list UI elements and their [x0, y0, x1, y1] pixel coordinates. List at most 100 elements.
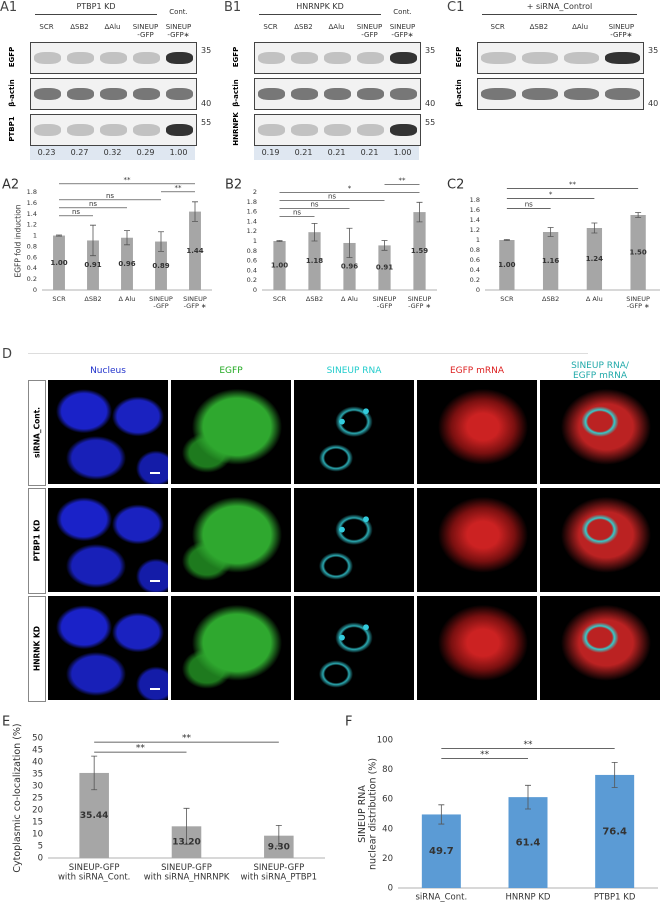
y-tick-label: 0.4	[27, 264, 37, 272]
blot-row	[254, 114, 421, 146]
size-marker: 40	[648, 99, 659, 108]
bar	[121, 237, 133, 290]
row-label: EGFP	[455, 46, 463, 68]
y-tick-label: 1.2	[27, 221, 37, 229]
cell-label: h)	[294, 488, 311, 507]
y-tick-label: 5	[38, 842, 43, 852]
micrograph: h)	[294, 488, 414, 592]
x-tick-label: Δ Alu	[341, 295, 358, 303]
x-tick-label: HNRNP KD	[506, 893, 551, 903]
y-tick-label: 0.2	[27, 275, 37, 283]
lane-label: ΔSB2	[294, 23, 313, 31]
lane-label: ΔSB2	[70, 23, 89, 31]
y-tick-label: 25	[32, 794, 43, 804]
cell-label: j)	[540, 488, 551, 507]
micrograph: o)	[540, 596, 660, 700]
size-marker: 35	[425, 46, 436, 55]
y-tick-label: 45	[32, 746, 43, 756]
y-tick-label: 1.6	[247, 208, 257, 216]
scale-bar	[150, 472, 160, 474]
y-tick-label: 0	[33, 286, 37, 294]
quant-value: 0.29	[136, 148, 155, 157]
bar	[421, 814, 461, 888]
x-tick-label: Δ Alu	[586, 295, 603, 303]
quant-value: 0.21	[327, 148, 346, 157]
row-label-box: siRNA_Cont.	[28, 380, 46, 486]
lane-label: ΔAlu	[572, 23, 589, 31]
y-tick-label: 0.8	[27, 242, 37, 250]
size-marker: 55	[201, 118, 212, 127]
band	[324, 52, 351, 64]
y-tick-label: 30	[32, 782, 43, 792]
cell-label: i)	[417, 488, 428, 507]
error-bar	[547, 227, 554, 237]
y-tick-label: 0.2	[247, 276, 257, 284]
error-bar	[276, 240, 283, 242]
error-bar	[183, 807, 190, 845]
bar	[508, 797, 548, 888]
x-tick-label: SCR	[52, 295, 66, 303]
significance-label: ns	[328, 192, 336, 200]
y-tick-label: 40	[32, 758, 43, 768]
y-tick-label: 2	[253, 188, 257, 196]
panel-label: C1	[447, 0, 465, 15]
control-label: Cont.	[393, 8, 412, 16]
cell-label: e)	[540, 380, 557, 399]
blot-row	[477, 42, 644, 74]
significance-label: ns	[72, 208, 80, 216]
lane-label: SCR	[263, 23, 278, 31]
band	[166, 88, 193, 100]
significance-label: **	[399, 176, 407, 184]
micrograph: b)	[171, 380, 291, 484]
band	[604, 88, 640, 100]
band	[258, 52, 285, 64]
significance-label: **	[524, 740, 534, 750]
column-header: EGFP	[219, 366, 243, 376]
bar	[273, 241, 286, 290]
lane-label: SCR	[490, 23, 505, 31]
y-axis-label: Cytoplasmic co-localization (%)	[12, 723, 23, 872]
error-bar	[124, 230, 130, 246]
row-label: PTBP1	[8, 116, 16, 142]
band	[563, 52, 599, 64]
band	[357, 124, 384, 136]
value-label: 13.20	[172, 838, 200, 848]
value-label: 1.00	[271, 262, 288, 270]
band	[324, 124, 351, 136]
x-tick-label: SCR	[500, 295, 514, 303]
x-tick-label: SINEUP -GFP ∗	[183, 295, 207, 310]
y-tick-label: 0.2	[470, 276, 480, 284]
quant-value: 1.00	[169, 148, 188, 157]
band	[390, 88, 417, 100]
y-tick-label: 1.6	[470, 206, 480, 214]
panel-label: D	[2, 347, 13, 362]
band	[390, 52, 417, 64]
panel-label: B2	[225, 178, 242, 193]
band	[100, 88, 127, 100]
error-bar	[525, 784, 531, 810]
y-tick-label: 1	[33, 232, 37, 240]
band	[604, 52, 640, 64]
cell-label: l)	[171, 596, 182, 615]
y-tick-label: 1.4	[470, 216, 480, 224]
error-bar	[192, 201, 198, 222]
y-tick-label: 1.2	[247, 227, 257, 235]
micrograph: k)	[48, 596, 168, 700]
panel-label: A1	[0, 0, 18, 15]
y-tick-label: 0	[388, 884, 393, 894]
bar	[586, 228, 603, 290]
x-tick-label: SCR	[273, 295, 287, 303]
blot-row	[30, 78, 197, 110]
x-tick-label: SINEUP-GFP with siRNA_HNRNPK	[144, 863, 230, 882]
y-tick-label: 1.4	[27, 210, 37, 218]
micrograph: n)	[417, 596, 537, 700]
blot-row	[254, 78, 421, 110]
y-tick-label: 0.6	[27, 253, 37, 261]
error-bar	[635, 212, 642, 218]
cell-label: g)	[171, 488, 188, 507]
y-tick-label: 0.4	[247, 266, 257, 274]
title-rule	[35, 14, 157, 15]
bar	[53, 235, 65, 290]
